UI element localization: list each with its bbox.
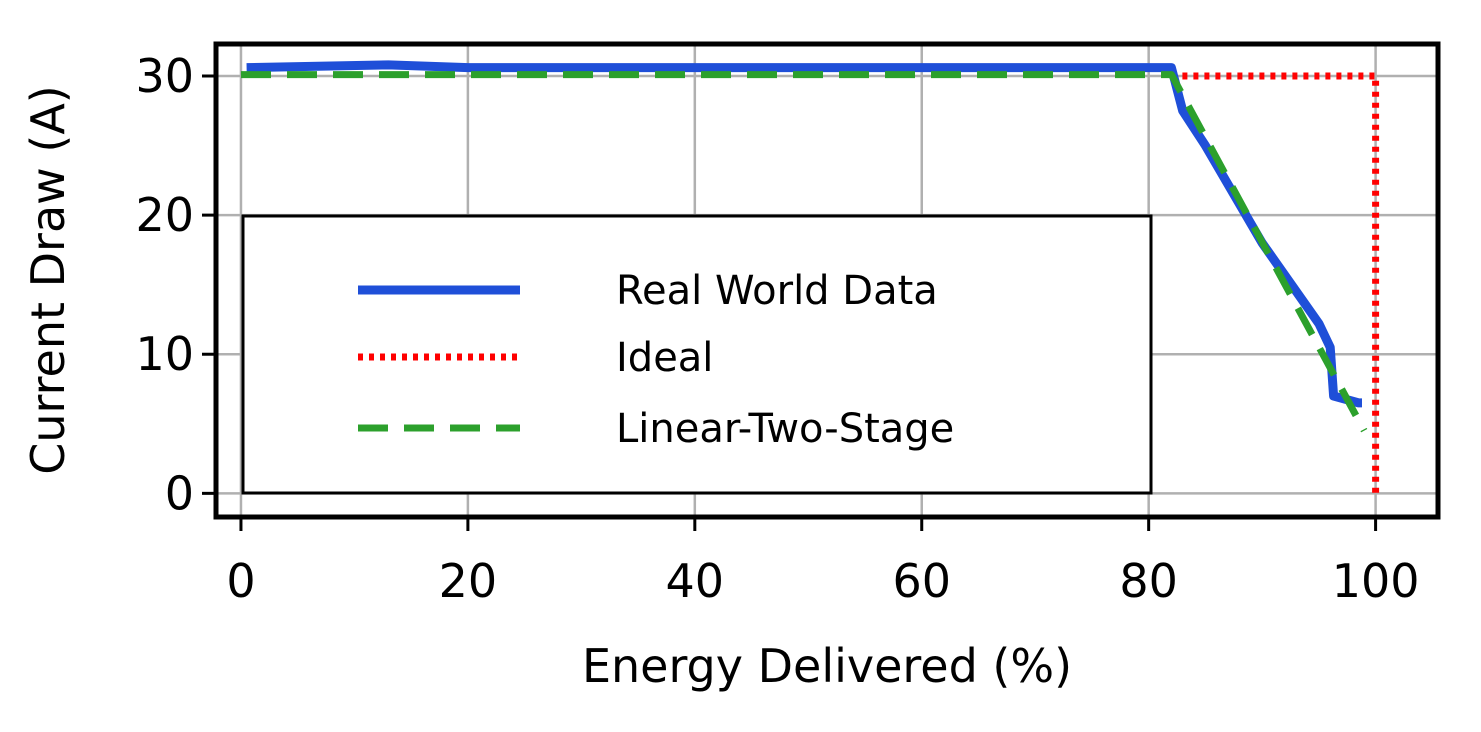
legend: Real World Data Ideal Linear-Two-Stage xyxy=(241,214,1153,495)
series-layer xyxy=(241,60,1380,494)
legend-label-ideal: Ideal xyxy=(616,335,713,381)
axis-ticks: 0 20 40 60 80 100 0 10 20 30 xyxy=(135,49,1419,608)
x-axis-title: Energy Delivered (%) xyxy=(582,639,1072,693)
x-tick-label: 20 xyxy=(439,554,498,608)
x-tick-label: 80 xyxy=(1119,554,1178,608)
y-tick-label: 0 xyxy=(165,466,194,520)
x-tick-label: 100 xyxy=(1332,554,1420,608)
y-axis-title: Current Draw (A) xyxy=(21,85,75,475)
plot-frame xyxy=(213,41,1441,520)
series-line-real-world-data xyxy=(246,60,1364,408)
legend-label-real-world-data: Real World Data xyxy=(616,268,938,314)
y-tick-label: 20 xyxy=(135,188,194,242)
legend-label-linear-two-stage: Linear-Two-Stage xyxy=(616,406,954,452)
series-line-linear-two-stage xyxy=(241,71,1368,433)
y-tick-label: 10 xyxy=(135,327,194,381)
x-tick-label: 60 xyxy=(892,554,951,608)
x-tick-label: 0 xyxy=(226,554,255,608)
y-tick-label: 30 xyxy=(135,49,194,103)
series-line-ideal xyxy=(1171,72,1380,494)
x-tick-label: 40 xyxy=(666,554,725,608)
